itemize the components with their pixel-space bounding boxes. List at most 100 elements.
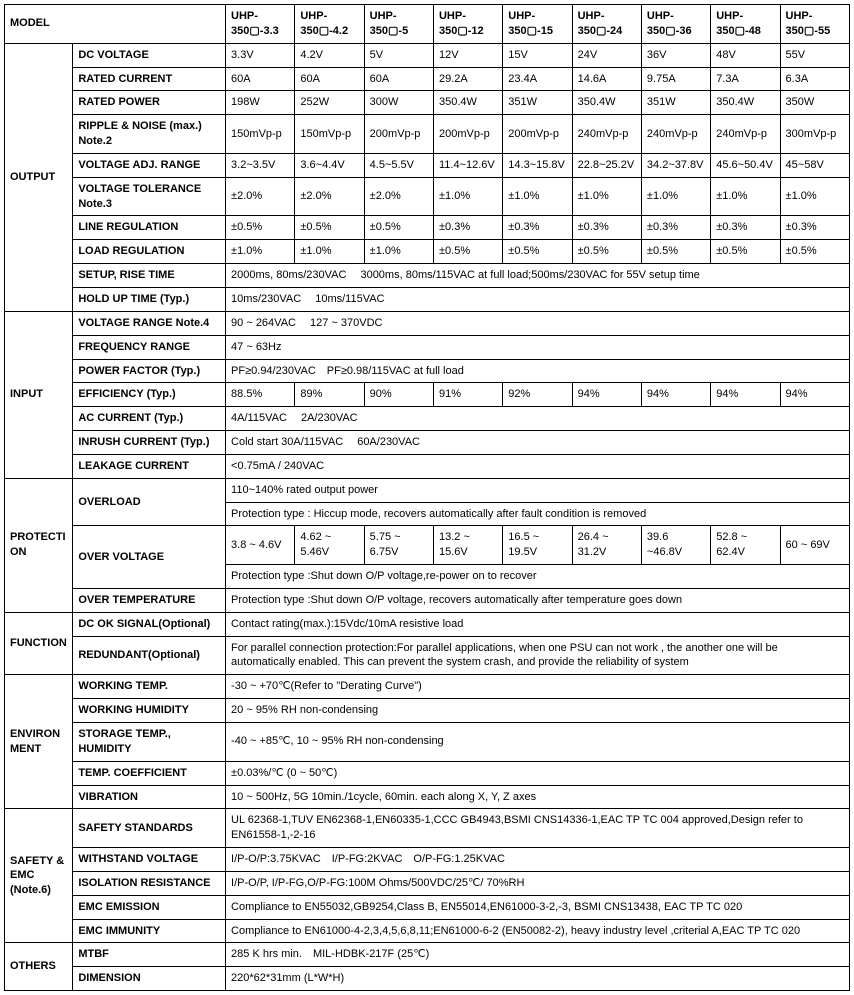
cell-full: Cold start 30A/115VAC 60A/230VAC [226,431,850,455]
col-h: UHP-350▢-15 [503,5,572,44]
cell: 240mVp-p [572,115,641,154]
cell: ±1.0% [572,177,641,216]
cell: ±1.0% [780,177,849,216]
cell: 88.5% [226,383,295,407]
cell: 60 ~ 69V [780,526,849,565]
col-h: UHP-350▢-12 [433,5,502,44]
cell: ±1.0% [295,240,364,264]
cell: 351W [503,91,572,115]
param: VOLTAGE ADJ. RANGE [73,153,226,177]
cell: 89% [295,383,364,407]
cell: ±0.5% [780,240,849,264]
param: FREQUENCY RANGE [73,335,226,359]
param: OVER VOLTAGE [73,526,226,589]
cell-full: ±0.03%/℃ (0 ~ 50℃) [226,761,850,785]
cell: 350W [780,91,849,115]
cell-full: I/P-O/P, I/P-FG,O/P-FG:100M Ohms/500VDC/… [226,871,850,895]
cell: ±0.5% [433,240,502,264]
cell: 23.4A [503,67,572,91]
col-h: UHP-350▢-3.3 [226,5,295,44]
cell-full: 10 ~ 500Hz, 5G 10min./1cycle, 60min. eac… [226,785,850,809]
cell-full: 285 K hrs min. MIL-HDBK-217F (25℃) [226,943,850,967]
cell-full: Protection type : Hiccup mode, recovers … [226,502,850,526]
cell: 4.2V [295,43,364,67]
param: MTBF [73,943,226,967]
cell-full: 4A/115VAC 2A/230VAC [226,407,850,431]
cell: 39.6 ~46.8V [641,526,710,565]
cell: ±0.3% [711,216,780,240]
param: OVER TEMPERATURE [73,588,226,612]
cell-full: 110~140% rated output power [226,478,850,502]
cell: ±0.3% [641,216,710,240]
col-h: UHP-350▢-5 [364,5,433,44]
cell: 60A [226,67,295,91]
cell: 240mVp-p [711,115,780,154]
cell: ±1.0% [711,177,780,216]
protection-section: PROTECTION [5,478,73,612]
cell: 3.8 ~ 4.6V [226,526,295,565]
cell: 350.4W [433,91,502,115]
param: RIPPLE & NOISE (max.) Note.2 [73,115,226,154]
cell: 150mVp-p [226,115,295,154]
cell: 94% [572,383,641,407]
cell: 5.75 ~ 6.75V [364,526,433,565]
cell: 94% [780,383,849,407]
param: TEMP. COEFFICIENT [73,761,226,785]
cell: 200mVp-p [364,115,433,154]
cell: ±1.0% [364,240,433,264]
cell-full: Compliance to EN61000-4-2,3,4,5,6,8,11;E… [226,919,850,943]
param: EFFICIENCY (Typ.) [73,383,226,407]
param: LOAD REGULATION [73,240,226,264]
cell: 13.2 ~ 15.6V [433,526,502,565]
cell: 300mVp-p [780,115,849,154]
cell: 3.6~4.4V [295,153,364,177]
param: DC OK SIGNAL(Optional) [73,612,226,636]
cell: 240mVp-p [641,115,710,154]
model-label: MODEL [5,5,226,44]
cell: 300W [364,91,433,115]
col-h: UHP-350▢-24 [572,5,641,44]
output-section: OUTPUT [5,43,73,311]
cell: 45~58V [780,153,849,177]
cell: 11.4~12.6V [433,153,502,177]
col-h: UHP-350▢-55 [780,5,849,44]
param: ISOLATION RESISTANCE [73,871,226,895]
cell: 91% [433,383,502,407]
param: AC CURRENT (Typ.) [73,407,226,431]
spec-table: MODEL UHP-350▢-3.3 UHP-350▢-4.2 UHP-350▢… [4,4,850,991]
cell-full: -40 ~ +85℃, 10 ~ 95% RH non-condensing [226,723,850,762]
cell: 4.5~5.5V [364,153,433,177]
cell-full: 2000ms, 80ms/230VAC 3000ms, 80ms/115VAC … [226,264,850,288]
cell: 200mVp-p [503,115,572,154]
cell: 7.3A [711,67,780,91]
cell: ±1.0% [641,177,710,216]
cell-full: PF≥0.94/230VAC PF≥0.98/115VAC at full lo… [226,359,850,383]
cell-full: Contact rating(max.):15Vdc/10mA resistiv… [226,612,850,636]
cell: 60A [364,67,433,91]
cell: 198W [226,91,295,115]
cell-full: For parallel connection protection:For p… [226,636,850,675]
param: RATED POWER [73,91,226,115]
param: VIBRATION [73,785,226,809]
cell: ±0.3% [433,216,502,240]
param: SETUP, RISE TIME [73,264,226,288]
cell: 15V [503,43,572,67]
cell: 9.75A [641,67,710,91]
cell-full: Protection type :Shut down O/P voltage, … [226,588,850,612]
cell-full: 220*62*31mm (L*W*H) [226,967,850,991]
header-row: MODEL UHP-350▢-3.3 UHP-350▢-4.2 UHP-350▢… [5,5,850,44]
param: DIMENSION [73,967,226,991]
cell: ±1.0% [433,177,502,216]
param: WORKING TEMP. [73,675,226,699]
param: EMC EMISSION [73,895,226,919]
cell: 29.2A [433,67,502,91]
cell: 200mVp-p [433,115,502,154]
cell-full: I/P-O/P:3.75KVAC I/P-FG:2KVAC O/P-FG:1.2… [226,848,850,872]
cell: ±0.5% [226,216,295,240]
param: OVERLOAD [73,478,226,526]
cell: 60A [295,67,364,91]
cell: ±2.0% [295,177,364,216]
safety-section: SAFETY & EMC (Note.6) [5,809,73,943]
param: STORAGE TEMP., HUMIDITY [73,723,226,762]
cell: ±0.5% [364,216,433,240]
